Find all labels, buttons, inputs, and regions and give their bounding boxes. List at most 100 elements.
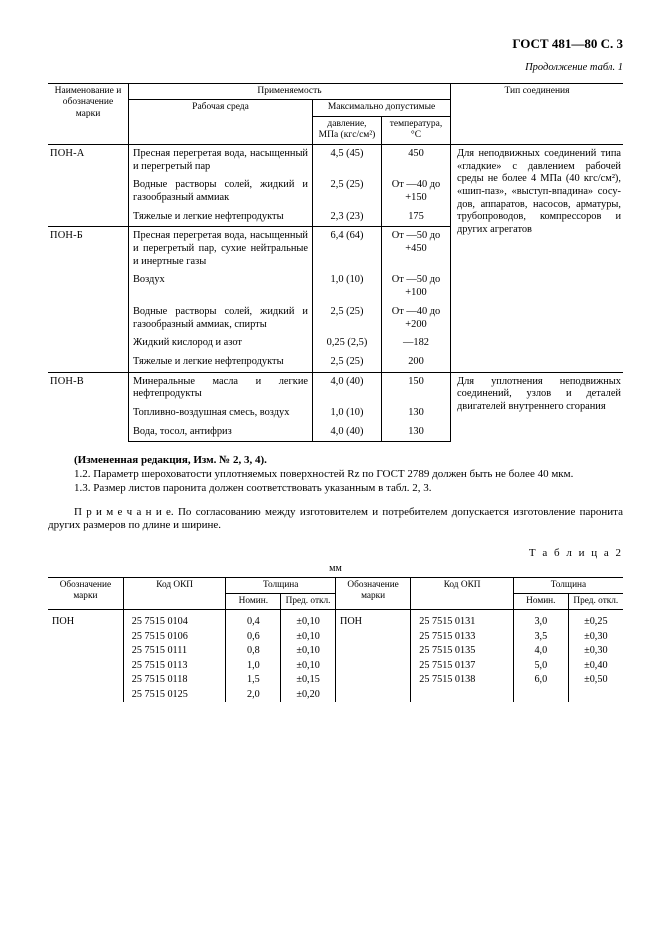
t1-media: Вода, тосол, антифриз <box>129 423 313 442</box>
t1-col-applic: Применяемость <box>129 83 451 100</box>
t1-col-maxperm: Максимально допустимые <box>313 100 451 117</box>
t1-pressure: 4,0 (40) <box>313 372 382 404</box>
t2-nom-l: 0,8 <box>226 644 281 658</box>
t1-conn: Для неподвижных соедине­ний типа «гладки… <box>451 144 624 372</box>
t2-nom-r: 4,0 <box>513 644 568 658</box>
t1-media: Жидкий кислород и азот <box>129 334 313 353</box>
t1-pressure: 2,5 (25) <box>313 176 382 207</box>
t1-temp: 450 <box>382 144 451 176</box>
t1-media: Водные растворы солей, жидкий и газообра… <box>129 303 313 334</box>
t2-tol-l: ±0,15 <box>281 673 336 687</box>
table-2-label: Т а б л и ц а 2 <box>48 547 623 560</box>
t2-code-r: 25 7515 0131 <box>411 610 514 630</box>
t2-nom-r: 3,0 <box>513 610 568 630</box>
t2-col-nom-r: Номин. <box>513 594 568 610</box>
t1-pressure: 4,0 (40) <box>313 423 382 442</box>
table-1: Наименование и обозначение марки Применя… <box>48 83 623 443</box>
t2-code-l: 25 7515 0111 <box>123 644 226 658</box>
t1-media: Пресная перегретая вода, насыщенный и пе… <box>129 144 313 176</box>
amend-label: (Измененная редакция, Изм. № 2, 3, 4). <box>74 454 267 466</box>
t2-marka-r: ПОН <box>335 610 410 702</box>
page-header: ГОСТ 481—80 С. 3 <box>48 36 623 52</box>
table-2: Обозначение марки Код ОКП Толщина Обозна… <box>48 577 623 702</box>
t1-temp: 130 <box>382 423 451 442</box>
t1-col-temp: температура, °С <box>382 116 451 144</box>
body-text: (Измененная редакция, Изм. № 2, 3, 4). 1… <box>48 454 623 533</box>
t1-temp: 175 <box>382 208 451 227</box>
t2-tol-r: ±0,25 <box>568 610 623 630</box>
t2-tol-r <box>568 688 623 702</box>
t2-tol-r: ±0,30 <box>568 644 623 658</box>
t2-col-marka-r: Обозначение марки <box>335 577 410 610</box>
t2-nom-r <box>513 688 568 702</box>
t1-temp: От —40 до +200 <box>382 303 451 334</box>
t1-pressure: 1,0 (10) <box>313 271 382 302</box>
t2-col-thick-r: Толщина <box>513 577 623 593</box>
t1-temp: От —40 до +150 <box>382 176 451 207</box>
t1-marka: ПОН-А <box>48 144 129 226</box>
t2-tol-r: ±0,50 <box>568 673 623 687</box>
t2-nom-l: 0,4 <box>226 610 281 630</box>
t2-tol-r: ±0,30 <box>568 630 623 644</box>
t2-code-l: 25 7515 0118 <box>123 673 226 687</box>
t1-col-conn: Тип соединения <box>451 83 624 144</box>
t2-marka-l: ПОН <box>48 610 123 702</box>
t2-nom-l: 1,5 <box>226 673 281 687</box>
t1-pressure: 6,4 (64) <box>313 227 382 272</box>
t1-temp: 130 <box>382 404 451 423</box>
t2-code-l: 25 7515 0113 <box>123 659 226 673</box>
t2-code-l: 25 7515 0125 <box>123 688 226 702</box>
t1-pressure: 4,5 (45) <box>313 144 382 176</box>
t2-col-okp-l: Код ОКП <box>123 577 226 610</box>
t2-code-l: 25 7515 0106 <box>123 630 226 644</box>
t1-col-pressure: давление, МПа (кгс/см²) <box>313 116 382 144</box>
t2-tol-l: ±0,10 <box>281 630 336 644</box>
t1-marka: ПОН-Б <box>48 227 129 372</box>
t2-nom-l: 0,6 <box>226 630 281 644</box>
t2-col-tol-r: Пред. откл. <box>568 594 623 610</box>
t2-tol-l: ±0,10 <box>281 610 336 630</box>
t1-temp: 150 <box>382 372 451 404</box>
t2-code-r: 25 7515 0138 <box>411 673 514 687</box>
t1-marka: ПОН-В <box>48 372 129 442</box>
t1-temp: От —50 до +450 <box>382 227 451 272</box>
note: П р и м е ч а н и е. По согласованию меж… <box>48 506 623 534</box>
t1-media: Водные растворы солей, жидкий и газообра… <box>129 176 313 207</box>
t2-code-r: 25 7515 0135 <box>411 644 514 658</box>
t1-media: Воздух <box>129 271 313 302</box>
t2-code-r <box>411 688 514 702</box>
clause-1-3: 1.3. Размер листов паронита должен соотв… <box>48 482 623 496</box>
t1-col-marka: Наименование и обозначение марки <box>48 83 129 144</box>
t2-tol-l: ±0,20 <box>281 688 336 702</box>
clause-1-2: 1.2. Параметр шероховатости уплотняемых … <box>48 468 623 482</box>
mm-unit: мм <box>48 563 623 575</box>
t2-col-okp-r: Код ОКП <box>411 577 514 610</box>
t1-temp: От —50 до +100 <box>382 271 451 302</box>
t1-pressure: 0,25 (2,5) <box>313 334 382 353</box>
t1-pressure: 2,5 (25) <box>313 353 382 372</box>
t2-col-marka-l: Обозначение марки <box>48 577 123 610</box>
t1-media: Пресная перегретая вода, насыщенный и пе… <box>129 227 313 272</box>
t2-code-r: 25 7515 0137 <box>411 659 514 673</box>
t2-col-thick-l: Толщина <box>226 577 336 593</box>
table1-continuation-label: Продолжение табл. 1 <box>48 62 623 75</box>
t1-media: Минеральные масла и лег­кие нефтепродукт… <box>129 372 313 404</box>
t2-nom-l: 1,0 <box>226 659 281 673</box>
t2-tol-l: ±0,10 <box>281 659 336 673</box>
t1-media: Топливно-воздушная смесь, воздух <box>129 404 313 423</box>
t1-conn: Для уплотнения неподвиж­ных соединений, … <box>451 372 624 442</box>
t2-nom-r: 3,5 <box>513 630 568 644</box>
t2-nom-r: 6,0 <box>513 673 568 687</box>
t1-media: Тяжелые и легкие нефте­продукты <box>129 208 313 227</box>
t1-temp: —182 <box>382 334 451 353</box>
t1-temp: 200 <box>382 353 451 372</box>
t1-pressure: 2,5 (25) <box>313 303 382 334</box>
t1-col-media: Рабочая среда <box>129 100 313 145</box>
t2-col-tol-l: Пред. откл. <box>281 594 336 610</box>
t1-pressure: 2,3 (23) <box>313 208 382 227</box>
t2-col-nom-l: Номин. <box>226 594 281 610</box>
t2-nom-r: 5,0 <box>513 659 568 673</box>
t2-code-r: 25 7515 0133 <box>411 630 514 644</box>
t2-code-l: 25 7515 0104 <box>123 610 226 630</box>
t2-tol-r: ±0,40 <box>568 659 623 673</box>
